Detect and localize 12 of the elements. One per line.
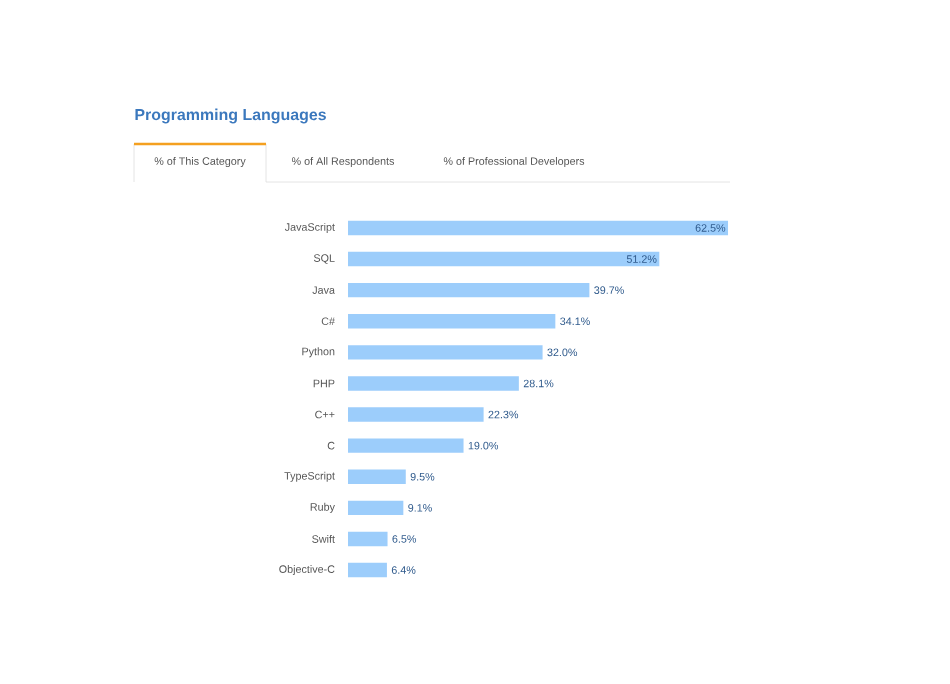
bar — [348, 345, 543, 360]
bar — [348, 438, 464, 453]
bar — [348, 531, 388, 547]
bar — [348, 376, 519, 391]
bar — [348, 469, 406, 484]
bar — [348, 500, 404, 516]
bar — [348, 407, 484, 422]
bar — [348, 251, 660, 267]
bar — [348, 314, 556, 329]
bar — [348, 562, 387, 578]
bar — [348, 282, 590, 298]
bar — [348, 220, 729, 236]
